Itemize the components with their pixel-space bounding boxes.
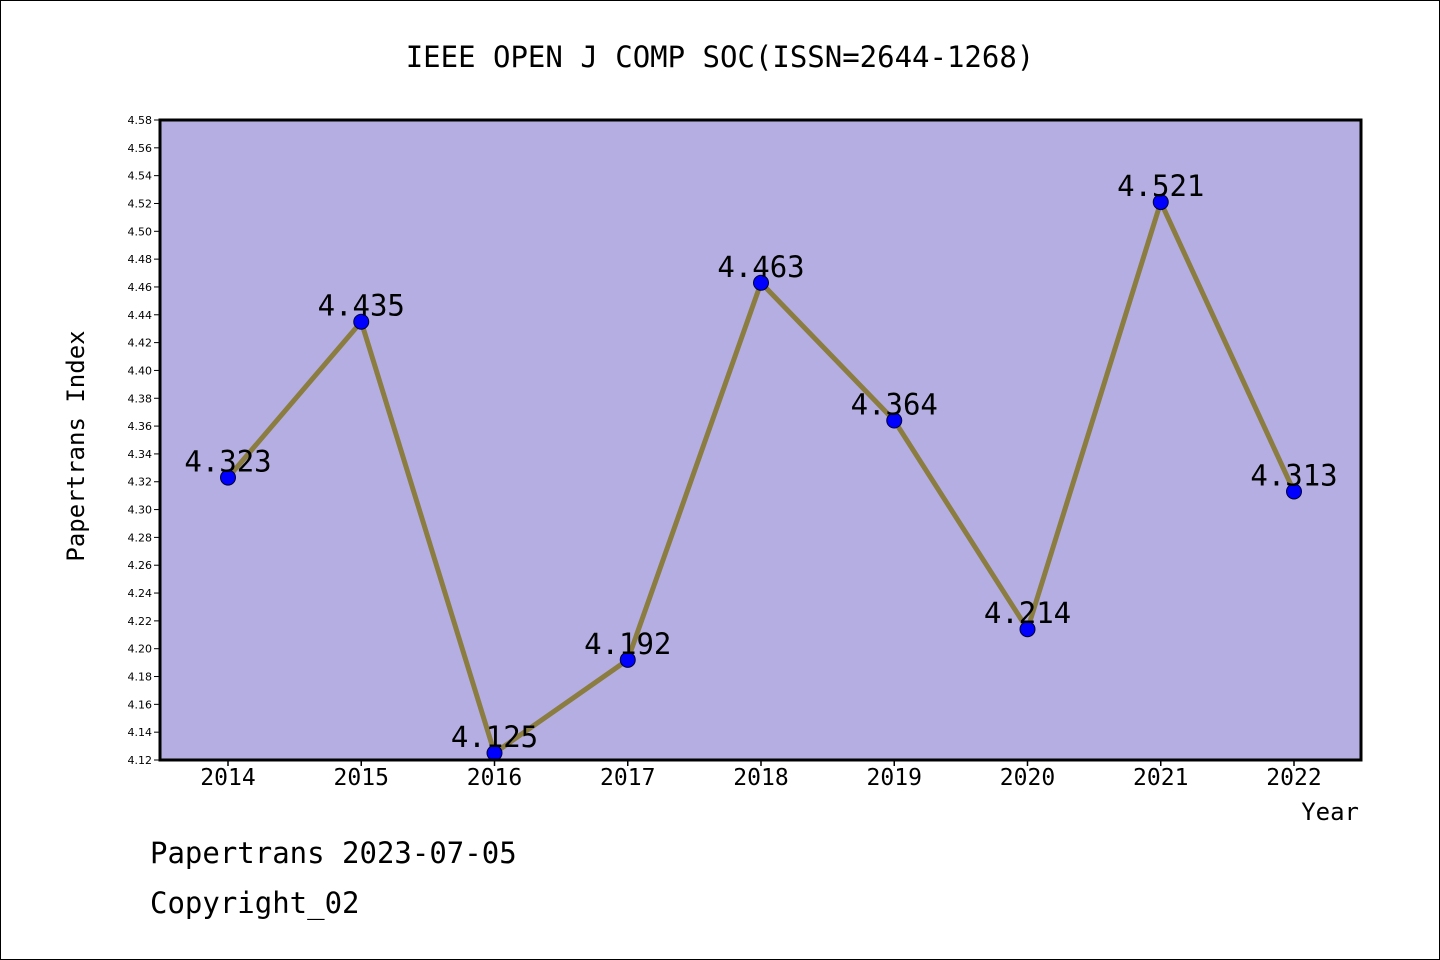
y-tick-label: 4.32 bbox=[128, 476, 153, 489]
data-point bbox=[753, 274, 769, 291]
data-point bbox=[1019, 621, 1036, 638]
data-label-group: 4.323 4.435 4.125 4.192 4.463 4.364 4.214 4.521… bbox=[184, 169, 1337, 754]
y-tick-label: 4.42 bbox=[128, 337, 153, 350]
x-tick-label: 2015 bbox=[334, 765, 389, 791]
y-tick-label: 4.20 bbox=[128, 643, 153, 656]
x-tick-label: 2020 bbox=[1000, 765, 1055, 791]
x-axis: 2014 2015 2016 2017 2018 2019 2020 2021 2022 bbox=[200, 760, 1322, 791]
y-tick-label: 4.30 bbox=[128, 504, 153, 517]
x-tick-label: 2022 bbox=[1266, 765, 1321, 791]
y-tick-label: 4.58 bbox=[128, 114, 153, 127]
y-tick-label: 4.12 bbox=[128, 754, 153, 767]
y-axis-label: Papertrans Index bbox=[62, 330, 90, 561]
x-tick-label: 2014 bbox=[200, 765, 255, 791]
x-tick-label: 2018 bbox=[733, 765, 788, 791]
x-tick-label: 2017 bbox=[600, 765, 655, 791]
data-point bbox=[220, 469, 236, 486]
footer-date: Papertrans 2023-07-05 bbox=[150, 836, 517, 870]
y-tick-label: 4.28 bbox=[128, 531, 153, 544]
y-tick-label: 4.50 bbox=[128, 225, 153, 238]
x-tick-label: 2019 bbox=[867, 765, 922, 791]
y-tick-label: 4.26 bbox=[128, 559, 153, 572]
plot-area bbox=[160, 120, 1361, 760]
y-tick-label: 4.24 bbox=[128, 587, 153, 600]
data-label: 4.323 bbox=[184, 445, 271, 479]
plot-border bbox=[158, 118, 1363, 762]
data-label: 4.192 bbox=[584, 627, 671, 661]
data-label: 4.214 bbox=[984, 596, 1071, 630]
footer-copyright: Copyright_02 bbox=[150, 886, 360, 920]
data-label: 4.521 bbox=[1117, 169, 1204, 203]
y-tick-label: 4.14 bbox=[128, 726, 153, 739]
y-axis: 4.12 4.14 4.16 4.18 4.20 4.22 4.24 4.26 4.28 4.30… bbox=[128, 114, 160, 767]
data-point bbox=[619, 651, 636, 668]
chart-title: IEEE OPEN J COMP SOC(ISSN=2644-1268) bbox=[406, 40, 1035, 74]
y-tick-label: 4.22 bbox=[128, 615, 153, 628]
y-tick-label: 4.56 bbox=[128, 142, 153, 155]
x-axis-label: Year bbox=[1301, 798, 1359, 826]
data-label: 4.313 bbox=[1250, 458, 1337, 492]
y-tick-label: 4.38 bbox=[128, 392, 153, 405]
y-tick-label: 4.44 bbox=[128, 309, 153, 322]
y-tick-label: 4.18 bbox=[128, 671, 153, 684]
data-point bbox=[1152, 194, 1169, 211]
data-label: 4.125 bbox=[451, 720, 538, 754]
data-label: 4.435 bbox=[318, 289, 405, 323]
x-tick-label: 2021 bbox=[1133, 765, 1188, 791]
y-tick-label: 4.46 bbox=[128, 281, 153, 294]
data-point bbox=[1286, 483, 1302, 500]
data-point bbox=[353, 313, 370, 330]
y-tick-label: 4.36 bbox=[128, 420, 153, 433]
y-tick-label: 4.40 bbox=[128, 364, 153, 377]
y-tick-label: 4.16 bbox=[128, 698, 153, 711]
y-tick-label: 4.34 bbox=[128, 448, 153, 461]
series-line-group bbox=[220, 194, 1302, 762]
data-point bbox=[886, 412, 903, 429]
y-tick-label: 4.48 bbox=[128, 253, 153, 266]
data-label: 4.463 bbox=[717, 250, 804, 284]
x-tick-label: 2016 bbox=[467, 765, 522, 791]
y-tick-label: 4.54 bbox=[128, 170, 153, 183]
y-tick-label: 4.52 bbox=[128, 197, 153, 210]
data-label: 4.364 bbox=[851, 388, 938, 422]
